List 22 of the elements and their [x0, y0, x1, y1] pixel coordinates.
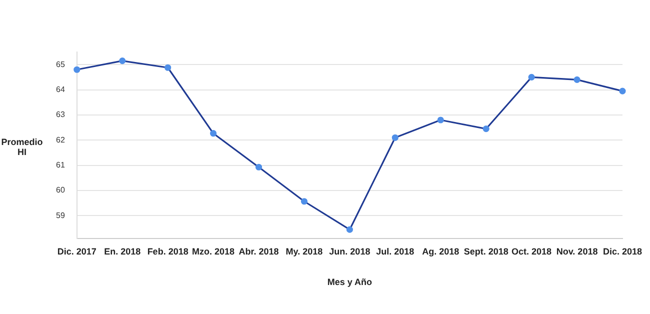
y-tick-label: 65 — [56, 60, 66, 69]
y-tick-label: 63 — [56, 110, 66, 120]
y-tick-label: 61 — [56, 160, 66, 170]
y-tick-label: 62 — [56, 135, 66, 144]
x-tick-label: Mzo. 2018 — [192, 246, 235, 256]
x-tick-label: Dic. 2017 — [57, 246, 96, 256]
x-tick-label: My. 2018 — [286, 246, 323, 256]
x-tick-label: Ag. 2018 — [422, 246, 460, 256]
y-axis-title: Promedio HI — [0, 137, 44, 157]
x-tick-label: En. 2018 — [104, 246, 141, 256]
x-tick-label: Oct. 2018 — [512, 246, 552, 256]
x-tick-label: Jul. 2018 — [376, 246, 414, 256]
x-tick-label: Feb. 2018 — [147, 246, 188, 256]
x-tick-label: Dic. 2018 — [602, 246, 642, 256]
y-tick-label: 59 — [56, 210, 66, 220]
x-tick-label: Abr. 2018 — [238, 246, 279, 256]
x-axis-title: Mes y Año — [327, 277, 373, 288]
x-tick-label: Sept. 2018 — [464, 246, 508, 256]
y-tick-label: 64 — [56, 84, 66, 94]
x-tick-label: Jun. 2018 — [329, 246, 370, 256]
y-tick-label: 60 — [56, 186, 66, 195]
x-tick-label: Nov. 2018 — [556, 246, 598, 256]
